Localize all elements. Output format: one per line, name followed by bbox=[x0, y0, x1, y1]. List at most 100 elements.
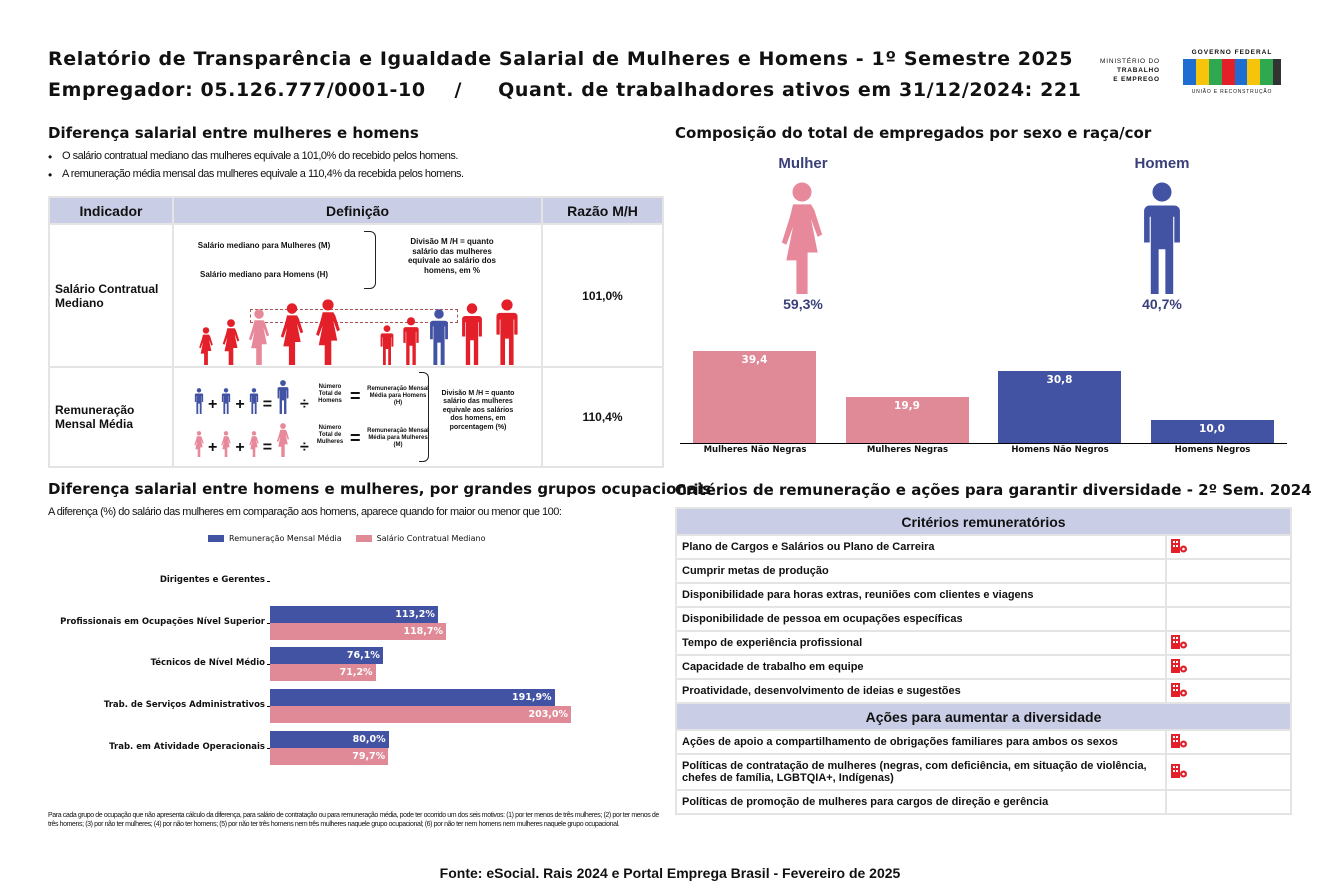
ministry-logo: MINISTÉRIO DO TRABALHO E EMPREGO bbox=[1100, 58, 1160, 84]
definition-median: Salário mediano para Mulheres (M) Salári… bbox=[172, 223, 543, 368]
source-footer: Fonte: eSocial. Rais 2024 e Portal Empre… bbox=[439, 865, 901, 881]
criteria-mark bbox=[1165, 582, 1292, 608]
criteria-row: Proatividade, desenvolvimento de ideias … bbox=[675, 678, 1292, 704]
col-indicator: Indicador bbox=[48, 196, 174, 225]
bar-remuneracao-media: 113,2% bbox=[270, 605, 438, 623]
men-total-text: Número Total de Homens bbox=[318, 384, 342, 405]
category-label: Mulheres Não Negras bbox=[703, 445, 807, 455]
woman-icon bbox=[192, 431, 206, 457]
legend-label: Salário Contratual Mediano bbox=[376, 534, 486, 543]
criteria-mark bbox=[1165, 630, 1292, 656]
criteria-row: Ações de apoio a compartilhamento de obr… bbox=[675, 729, 1292, 755]
criteria-label: Políticas de promoção de mulheres para c… bbox=[675, 789, 1167, 815]
indicator-name: Remuneração Mensal Média bbox=[48, 366, 174, 468]
woman-icon bbox=[196, 327, 216, 365]
axis-tick bbox=[267, 622, 270, 624]
col-ratio: Razão M/H bbox=[541, 196, 664, 225]
woman-label: Mulher bbox=[778, 155, 828, 172]
category-label: Trab. em Atividade Operacionais bbox=[109, 741, 265, 752]
axis-tick bbox=[267, 747, 270, 749]
woman-icon bbox=[770, 182, 834, 294]
criteria-table: Critérios remuneratórios Plano de Cargos … bbox=[675, 507, 1292, 815]
criteria-row: Capacidade de trabalho em equipe bbox=[675, 654, 1292, 680]
median-women-text: Salário mediano para Mulheres (M) bbox=[197, 241, 331, 250]
criteria-mark bbox=[1165, 789, 1292, 815]
category-label: Homens Negros bbox=[1174, 445, 1251, 455]
criteria-label: Disponibilidade para horas extras, reuni… bbox=[675, 582, 1167, 608]
building-check-icon bbox=[1171, 734, 1187, 748]
report-title: Relatório de Transparência e Igualdade S… bbox=[48, 48, 1074, 70]
criteria-label: Proatividade, desenvolvimento de ideias … bbox=[675, 678, 1167, 704]
bullet-2: A remuneração média mensal das mulheres … bbox=[48, 168, 464, 182]
criteria-label: Cumprir metas de produção bbox=[675, 558, 1167, 584]
man-icon bbox=[492, 299, 522, 365]
bar-salario-contratual: 203,0% bbox=[270, 706, 572, 724]
table-row: Remuneração Mensal Média + + = ÷ + + = ÷ Númer… bbox=[48, 366, 664, 468]
gov-logo: GOVERNO FEDERAL UNIÃO E RECONSTRUÇÃO bbox=[1183, 49, 1281, 95]
legend-swatch bbox=[355, 535, 372, 542]
indicator-table: Indicador Definição Razão M/H Salário Cont… bbox=[48, 196, 664, 468]
axis-tick bbox=[267, 581, 270, 582]
composition-bar: 19,9 bbox=[845, 396, 969, 443]
category-label: Trab. de Serviços Administrativos bbox=[103, 700, 265, 711]
man-icon bbox=[426, 309, 452, 365]
equals-sign: = bbox=[350, 428, 361, 448]
bar-salario-contratual: 79,7% bbox=[270, 747, 389, 765]
ratio-mean: 110,4% bbox=[541, 366, 664, 468]
woman-icon bbox=[274, 423, 292, 457]
criteria-mark bbox=[1165, 534, 1292, 560]
criteria-row: Tempo de experiência profissional bbox=[675, 630, 1292, 656]
ratio-median: 101,0% bbox=[541, 223, 664, 368]
legend-item: Remuneração Mensal Média bbox=[208, 534, 342, 543]
man-icon bbox=[378, 325, 396, 365]
section-header: Ações para aumentar a diversidade bbox=[675, 702, 1292, 731]
criteria-mark bbox=[1165, 729, 1292, 755]
composition-bar: 10,0 bbox=[1150, 419, 1274, 443]
table-row: Salário Contratual Mediano Salário media… bbox=[48, 223, 664, 368]
indicator-name: Salário Contratual Mediano bbox=[48, 223, 174, 368]
footnote: Para cada grupo de ocupação que não apre… bbox=[48, 812, 659, 828]
men-result-text: Remuneração Mensal Média para Homens (H) bbox=[367, 386, 429, 407]
building-check-icon bbox=[1171, 764, 1187, 778]
criteria-mark bbox=[1165, 606, 1292, 632]
occupation-legend: Remuneração Mensal Média Salário Contrat… bbox=[208, 534, 485, 543]
woman-icon bbox=[247, 431, 261, 457]
bar-salario-contratual: 71,2% bbox=[270, 664, 376, 682]
category-label: Mulheres Negras bbox=[866, 445, 949, 455]
mean-explain: Divisão M /H = quanto salário das mulher… bbox=[441, 390, 515, 431]
women-result-text: Remuneração Mensal Média para Mulheres (… bbox=[367, 428, 429, 449]
section-header: Critérios remuneratórios bbox=[675, 507, 1292, 536]
criteria-row: Políticas de contratação de mulheres (ne… bbox=[675, 753, 1292, 791]
criteria-label: Plano de Cargos e Salários ou Plano de C… bbox=[675, 534, 1167, 560]
man-icon bbox=[458, 303, 486, 365]
criteria-row: Políticas de promoção de mulheres para c… bbox=[675, 789, 1292, 815]
criteria-row: Disponibilidade para horas extras, reuni… bbox=[675, 582, 1292, 608]
women-sum-figures: + + = ÷ bbox=[192, 423, 309, 457]
building-check-icon bbox=[1171, 659, 1187, 673]
criteria-mark bbox=[1165, 753, 1292, 791]
pay-gap-heading: Diferença salarial entre mulheres e home… bbox=[48, 124, 419, 142]
median-men-text: Salário mediano para Homens (H) bbox=[199, 270, 329, 279]
woman-icon bbox=[219, 431, 233, 457]
man-icon bbox=[1130, 182, 1194, 294]
category-label: Técnicos de Nível Médio bbox=[150, 658, 265, 669]
building-check-icon bbox=[1171, 683, 1187, 697]
man-icon bbox=[274, 380, 292, 414]
occupations-subtitle: A diferença (%) do salário das mulheres … bbox=[48, 506, 562, 518]
criteria-row: Disponibilidade de pessoa em ocupações e… bbox=[675, 606, 1292, 632]
criteria-label: Ações de apoio a compartilhamento de obr… bbox=[675, 729, 1167, 755]
criteria-mark bbox=[1165, 678, 1292, 704]
col-definition: Definição bbox=[172, 196, 543, 225]
median-explain: Divisão M /H = quanto salário das mulher… bbox=[407, 237, 497, 275]
woman-icon bbox=[312, 299, 344, 365]
criteria-label: Disponibilidade de pessoa em ocupações e… bbox=[675, 606, 1167, 632]
category-label: Profissionais em Ocupações Nível Superio… bbox=[60, 616, 265, 627]
brasil-wordmark bbox=[1183, 59, 1281, 85]
bar-remuneracao-media: 76,1% bbox=[270, 647, 383, 665]
woman-percentage: 59,3% bbox=[783, 296, 823, 312]
woman-icon bbox=[246, 309, 272, 365]
axis-tick bbox=[267, 706, 270, 708]
criteria-heading: Critérios de remuneração e ações para ga… bbox=[675, 481, 1312, 499]
bullet-1: O salário contratual mediano das mulhere… bbox=[48, 150, 458, 164]
criteria-mark bbox=[1165, 654, 1292, 680]
